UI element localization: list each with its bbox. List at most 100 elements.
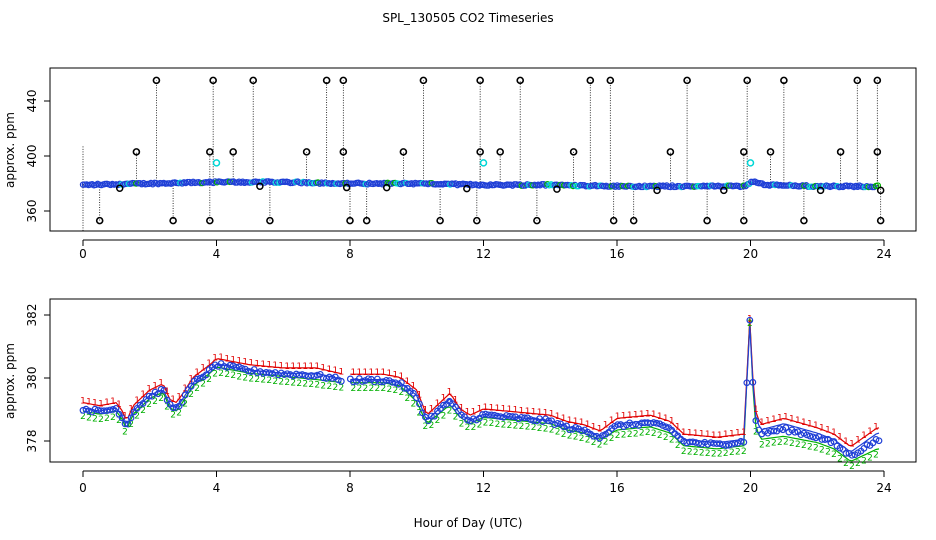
series-2-marker: 2 (110, 413, 116, 423)
series-2-marker: 2 (585, 436, 591, 446)
series-1-marker: 1 (561, 414, 567, 424)
series-1-marker: 1 (567, 416, 573, 426)
bottom-x-tick-label: 0 (79, 481, 87, 495)
series-1-marker: 1 (765, 416, 771, 426)
series-1-marker: 1 (849, 440, 855, 450)
series-1-marker: 1 (495, 404, 501, 414)
spike-high-point (853, 76, 862, 85)
avg-point (590, 432, 598, 440)
spike-low-point (609, 216, 618, 225)
series-2-marker: 2 (212, 369, 218, 379)
series-2-marker: 2 (567, 432, 573, 442)
series-2-marker: 2 (146, 400, 152, 410)
series-2-marker: 2 (308, 380, 314, 390)
spike-high-point (209, 76, 217, 85)
series-2-marker: 2 (326, 382, 332, 392)
avg-point (298, 371, 306, 378)
baseline-black-point (463, 184, 471, 193)
avg-point (566, 426, 574, 433)
series-1-marker: 1 (477, 405, 483, 415)
baseline-black-point (553, 185, 561, 193)
series-1-marker: 1 (555, 412, 561, 422)
series-1-marker: 1 (266, 360, 272, 370)
series-1-marker: 1 (212, 354, 218, 364)
series-1-marker: 1 (320, 363, 326, 373)
top-x-tick-label: 8 (346, 247, 354, 261)
series-2-marker: 2 (194, 384, 200, 394)
series-2-marker: 2 (362, 384, 368, 394)
avg-point (530, 417, 537, 424)
series-2-marker: 2 (831, 450, 837, 460)
series-1-marker: 1 (549, 410, 555, 420)
avg-point (527, 416, 534, 423)
spike-low-point (206, 216, 214, 225)
series-1-marker: 1 (573, 417, 579, 427)
series-2-marker: 2 (368, 384, 374, 394)
series-1-marker: 1 (579, 418, 585, 428)
series-1-marker: 1 (152, 381, 158, 391)
series-2-marker: 2 (429, 421, 435, 431)
series-2-marker: 2 (465, 423, 471, 433)
series-2-marker: 2 (741, 447, 747, 457)
series-2-marker: 2 (338, 384, 344, 394)
series-2-marker: 2 (711, 450, 717, 460)
avg-point (494, 412, 501, 420)
series-1-marker: 1 (663, 414, 669, 424)
series-2-marker: 2 (477, 420, 483, 430)
spike-high-point (322, 76, 331, 85)
bottom-y-tick-label: 378 (25, 430, 39, 453)
top-x-tick-label: 24 (876, 247, 891, 261)
avg-point (731, 440, 739, 447)
series-1-marker: 1 (873, 423, 879, 433)
series-1-marker: 1 (819, 423, 825, 433)
series-2-marker: 2 (188, 390, 194, 400)
bottom-x-tick-label: 4 (213, 481, 221, 495)
avg-point (364, 375, 372, 383)
spike-mid-point (873, 148, 882, 156)
avg-point (614, 421, 622, 429)
series-1-marker: 1 (675, 422, 681, 432)
avg-point (740, 438, 748, 446)
series-2-marker: 2 (80, 412, 86, 422)
series-2-marker: 2 (435, 416, 441, 426)
spike-mid-point (666, 148, 675, 156)
series-2-marker: 2 (645, 428, 651, 438)
series-1-marker: 1 (242, 358, 248, 368)
avg-point (226, 361, 234, 369)
avg-point (349, 378, 357, 386)
series-2-marker: 2 (152, 397, 158, 407)
avg-point (746, 316, 754, 324)
series-1-marker: 1 (80, 396, 86, 406)
series-1-marker: 1 (489, 403, 495, 413)
series-2-marker: 2 (411, 400, 417, 410)
series-2-marker: 2 (591, 438, 597, 448)
series-1-marker: 1 (308, 362, 314, 372)
series-2-marker: 2 (296, 379, 302, 389)
cyan-outlier-point (479, 159, 488, 167)
series-1-marker: 1 (411, 381, 417, 391)
cyan-outlier-point (746, 159, 755, 167)
avg-point (109, 406, 117, 413)
avg-point (752, 417, 760, 425)
avg-point (491, 411, 498, 419)
spike-high-point (586, 76, 595, 85)
series-2-marker: 2 (320, 381, 326, 391)
series-2-marker: 2 (242, 373, 248, 383)
bottom-y-tick-label: 382 (25, 304, 39, 327)
spike-mid-point (476, 148, 484, 156)
series-1-marker: 1 (122, 412, 128, 422)
series-1-marker: 1 (669, 417, 675, 427)
series-1-marker: 1 (429, 405, 435, 415)
spike-high-point (152, 76, 161, 85)
series-2-marker: 2 (507, 421, 513, 431)
series-2-marker: 2 (825, 448, 831, 458)
spike-high-point (743, 76, 751, 85)
series-2-marker: 2 (705, 449, 711, 459)
avg-point (337, 377, 345, 385)
avg-point (803, 431, 811, 439)
series-2-marker: 2 (92, 414, 98, 424)
avg-point (121, 420, 129, 428)
series-1-marker: 1 (831, 428, 837, 438)
avg-point (545, 417, 552, 425)
